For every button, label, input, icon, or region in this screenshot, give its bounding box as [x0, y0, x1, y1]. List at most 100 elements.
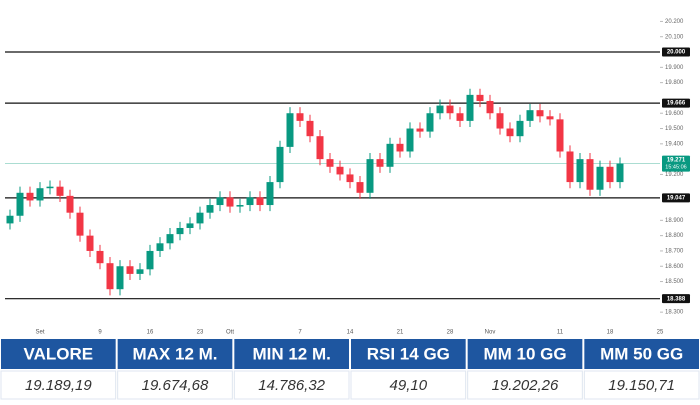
candle-body [146, 250, 154, 270]
x-tick-label: 25 [657, 330, 664, 336]
level-label: 19.666 [667, 101, 686, 107]
row-cell [467, 370, 583, 400]
candle-body [236, 205, 244, 207]
candle-body [516, 120, 524, 137]
candle-body [506, 128, 514, 137]
level-box [662, 294, 690, 304]
header-text: MM 50 GG [600, 344, 683, 363]
candle-body [306, 120, 314, 137]
y-tick-label: 19.400 [665, 141, 684, 147]
candle-body [216, 197, 224, 206]
candle-body [316, 136, 324, 160]
candle-body [266, 182, 274, 206]
last-price-box [662, 155, 690, 172]
candle-body [246, 197, 254, 206]
candle-body [586, 159, 594, 190]
candle-body [276, 146, 284, 183]
candle-body [36, 188, 44, 201]
y-tick-label: 18.900 [665, 218, 684, 224]
candle-body [366, 159, 374, 193]
level-box [662, 193, 690, 203]
row-cell [583, 370, 700, 400]
candle-body [566, 151, 574, 183]
y-tick-label: 18.600 [665, 264, 684, 270]
level-label: 20.000 [667, 50, 686, 56]
y-tick-label: 19.200 [665, 172, 684, 178]
header-cell [117, 339, 233, 369]
candle-body [86, 235, 94, 251]
candle-body [426, 113, 434, 132]
candle-body [326, 159, 334, 167]
candle-body [46, 186, 54, 189]
candle-body [536, 110, 544, 117]
candle-body [176, 227, 184, 235]
candle-body [496, 113, 504, 129]
candle-body [346, 174, 354, 183]
level-label: 18.388 [667, 296, 686, 302]
x-tick-label: 9 [98, 330, 102, 336]
header-cell [351, 339, 466, 369]
candle-body [526, 110, 534, 121]
header-cell [584, 339, 699, 369]
x-tick-label: Set [35, 330, 44, 336]
table-background [0, 338, 700, 400]
header-text: MM 10 GG [483, 344, 566, 363]
x-tick-label: 28 [447, 330, 454, 336]
candle-body [116, 266, 124, 290]
y-tick-label: 18.300 [665, 310, 684, 316]
candle-body [76, 212, 84, 236]
level-label: 19.047 [667, 195, 686, 201]
candle-body [296, 113, 304, 121]
cell-text: 19.202,26 [492, 377, 559, 394]
y-tick-label: 18.700 [665, 249, 684, 255]
x-tick-label: 21 [397, 330, 404, 336]
x-tick-label: Nov [485, 330, 496, 336]
candle-body [376, 159, 384, 167]
candle-body [386, 143, 394, 167]
candle-body [556, 119, 564, 152]
candle-body [16, 192, 24, 216]
candle-body [166, 234, 174, 244]
candle-body [286, 113, 294, 147]
cell-text: 49,10 [390, 377, 428, 394]
candle-body [456, 113, 464, 121]
row-cell [117, 370, 233, 400]
y-tick-label: 19.600 [665, 111, 684, 117]
header-text: VALORE [24, 344, 94, 363]
row-cell [0, 370, 117, 400]
header-cell [467, 339, 583, 369]
candle-body [106, 263, 114, 290]
header-text: MAX 12 M. [132, 344, 217, 363]
x-tick-label: 7 [298, 330, 302, 336]
y-tick-label: 20.100 [665, 34, 684, 40]
x-tick-label: 23 [197, 330, 204, 336]
candle-body [66, 195, 74, 213]
candle-body [596, 166, 604, 190]
y-tick-label: 19.900 [665, 65, 684, 71]
header-cell [234, 339, 349, 369]
y-tick-label: 19.800 [665, 80, 684, 86]
candle-body [6, 215, 14, 224]
candle-body [226, 197, 234, 207]
candle-body [206, 205, 214, 213]
x-tick-label: 16 [147, 330, 154, 336]
candle-body [336, 166, 344, 175]
level-box [662, 98, 690, 108]
last-price-label: 19.271 [667, 158, 686, 164]
cell-text: 19.674,68 [142, 377, 209, 394]
candle-body [156, 243, 164, 251]
x-tick-label: 11 [557, 330, 564, 336]
candle-body [616, 163, 624, 183]
candle-body [606, 166, 614, 183]
header-text: RSI 14 GG [367, 344, 450, 363]
candle-body [486, 100, 494, 114]
candle-body [576, 159, 584, 183]
candle-body [96, 250, 104, 264]
candle-body [406, 128, 414, 152]
level-box [662, 47, 690, 57]
candle-body [136, 269, 144, 274]
row-cell [350, 370, 467, 400]
candle-body [126, 266, 134, 274]
candle-body [546, 116, 554, 120]
